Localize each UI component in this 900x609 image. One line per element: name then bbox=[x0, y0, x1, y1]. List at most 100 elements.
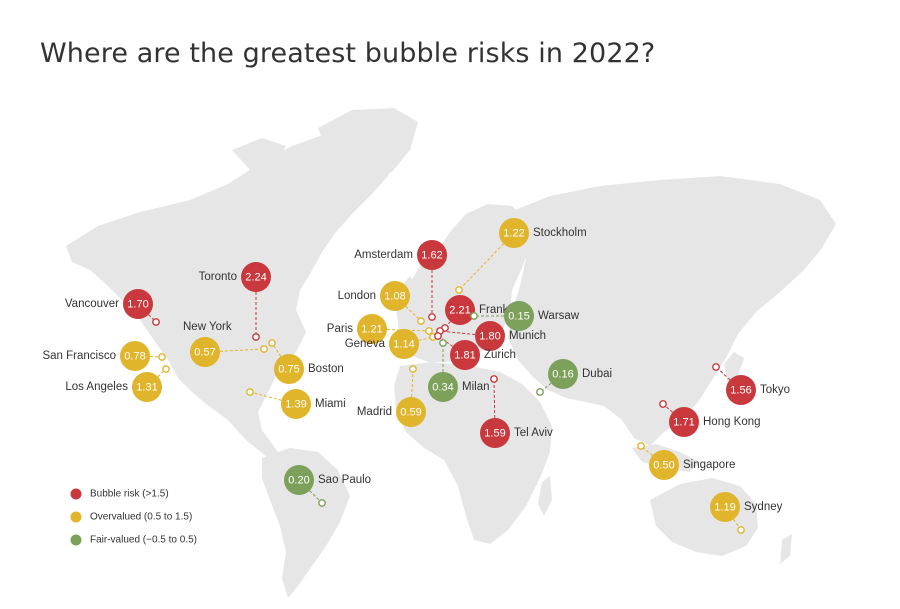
legend-label: Overvalued (0.5 to 1.5) bbox=[90, 512, 192, 523]
location-dot bbox=[659, 400, 667, 408]
city-label: Geneva bbox=[345, 338, 386, 350]
location-dot bbox=[434, 332, 442, 340]
bubble-value: 0.59 bbox=[400, 407, 421, 419]
city-label: Tokyo bbox=[760, 384, 790, 396]
location-dot bbox=[162, 365, 170, 373]
bubble-value: 1.39 bbox=[285, 399, 306, 411]
city-marker-hong-kong: 1.71 Hong Kong bbox=[659, 400, 761, 437]
city-marker-los-angeles: 1.31 Los Angeles bbox=[65, 365, 170, 402]
bubble-value: 1.19 bbox=[714, 502, 735, 514]
legend-item-fair-valued: Fair-valued (−0.5 to 0.5) bbox=[70, 534, 197, 546]
city-marker-zurich: 1.81 Zurich bbox=[434, 332, 516, 370]
city-label: New York bbox=[183, 321, 232, 333]
value-bubble bbox=[357, 314, 387, 344]
leader-line bbox=[493, 378, 496, 434]
city-label: Amsterdam bbox=[354, 249, 413, 261]
leader-line bbox=[146, 368, 167, 388]
page-title: Where are the greatest bubble risks in 2… bbox=[40, 38, 656, 69]
location-dot bbox=[455, 286, 463, 294]
bubble-value: 2.24 bbox=[245, 272, 266, 284]
city-marker-geneva: 1.14 Geneva bbox=[345, 329, 437, 359]
leader-line bbox=[371, 328, 430, 332]
bubble-value: 0.20 bbox=[288, 475, 309, 487]
bubble-value: 1.56 bbox=[730, 385, 751, 397]
legend-label: Fair-valued (−0.5 to 0.5) bbox=[90, 535, 197, 546]
city-marker-toronto: 2.24 Toronto bbox=[199, 262, 271, 341]
location-dot bbox=[536, 388, 544, 396]
north-america-shape bbox=[66, 128, 398, 458]
city-marker-san-francisco: 0.78 San Francisco bbox=[42, 341, 166, 371]
value-bubble bbox=[389, 329, 419, 359]
city-marker-paris: 1.21 Paris bbox=[327, 314, 433, 344]
bubble-value: 0.50 bbox=[653, 460, 674, 472]
city-marker-new-york: 0.57 New York bbox=[183, 321, 268, 367]
location-dot bbox=[318, 499, 326, 507]
value-bubble bbox=[396, 397, 426, 427]
value-bubble bbox=[241, 262, 271, 292]
city-marker-miami: 1.39 Miami bbox=[246, 388, 346, 419]
value-bubble bbox=[710, 492, 740, 522]
city-marker-munich: 1.80 Munich bbox=[436, 321, 546, 351]
value-bubble bbox=[428, 372, 458, 402]
value-bubble bbox=[450, 340, 480, 370]
bubble-value: 0.75 bbox=[278, 364, 299, 376]
bubble-value: 1.70 bbox=[127, 299, 148, 311]
bubble-value: 2.21 bbox=[449, 305, 470, 317]
legend: Bubble risk (>1.5) Overvalued (0.5 to 1.5… bbox=[70, 488, 197, 546]
city-marker-singapore: 0.50 Singapore bbox=[637, 442, 735, 480]
city-label: San Francisco bbox=[42, 350, 116, 362]
bubble-value: 1.21 bbox=[361, 324, 382, 336]
city-label: Zurich bbox=[484, 349, 516, 361]
city-marker-amsterdam: 1.62 Amsterdam bbox=[354, 240, 447, 321]
city-marker-dubai: 0.16 Dubai bbox=[536, 359, 612, 396]
japan-shape bbox=[724, 352, 744, 384]
location-dot bbox=[425, 327, 433, 335]
city-label: Paris bbox=[327, 323, 353, 335]
value-bubble bbox=[190, 337, 220, 367]
city-marker-tokyo: 1.56 Tokyo bbox=[712, 363, 790, 405]
legend-label: Bubble risk (>1.5) bbox=[90, 489, 169, 500]
city-label: Singapore bbox=[683, 459, 735, 471]
city-marker-stockholm: 1.22 Stockholm bbox=[455, 218, 587, 294]
city-marker-boston: 0.75 Boston bbox=[268, 339, 344, 384]
location-dot bbox=[252, 333, 260, 341]
city-marker-london: 1.08 London bbox=[338, 281, 425, 325]
city-markers: 1.70 Vancouver 2.24 Toronto 0.57 New York 0.75… bbox=[42, 218, 790, 534]
location-dot bbox=[637, 442, 645, 450]
city-marker-warsaw: 0.15 Warsaw bbox=[470, 301, 580, 331]
city-label: Los Angeles bbox=[65, 381, 128, 393]
city-label: Milan bbox=[462, 381, 489, 393]
land-masses bbox=[66, 108, 836, 598]
location-dot bbox=[428, 313, 436, 321]
bubble-value: 1.08 bbox=[384, 291, 405, 303]
city-marker-madrid: 0.59 Madrid bbox=[357, 365, 426, 427]
city-label: Stockholm bbox=[533, 227, 587, 239]
value-bubble bbox=[669, 407, 699, 437]
city-label: Miami bbox=[315, 398, 346, 410]
city-marker-tel-aviv: 1.59 Tel Aviv bbox=[480, 375, 553, 448]
value-bubble bbox=[284, 465, 314, 495]
bubble-value: 1.22 bbox=[503, 228, 524, 240]
city-label: Vancouver bbox=[65, 298, 119, 310]
bubble-value: 0.15 bbox=[508, 311, 529, 323]
legend-item-overvalued: Overvalued (0.5 to 1.5) bbox=[70, 511, 192, 523]
bubble-value: 0.78 bbox=[124, 351, 145, 363]
value-bubble bbox=[132, 372, 162, 402]
south-america-shape bbox=[262, 448, 350, 598]
value-bubble bbox=[417, 240, 447, 270]
location-dot bbox=[152, 318, 160, 326]
legend-item-bubble-risk: Bubble risk (>1.5) bbox=[70, 488, 169, 500]
bubble-value: 0.16 bbox=[552, 369, 573, 381]
city-label: London bbox=[338, 290, 376, 302]
value-bubble bbox=[726, 375, 756, 405]
location-dot bbox=[260, 345, 268, 353]
value-bubble bbox=[548, 359, 578, 389]
city-label: Warsaw bbox=[538, 310, 580, 322]
bubble-value: 0.57 bbox=[194, 347, 215, 359]
arctic-islands-shape bbox=[232, 138, 286, 170]
bubble-value: 1.62 bbox=[421, 250, 442, 262]
value-bubble bbox=[274, 354, 304, 384]
city-label: Tel Aviv bbox=[514, 427, 553, 439]
australia-shape bbox=[650, 478, 758, 556]
